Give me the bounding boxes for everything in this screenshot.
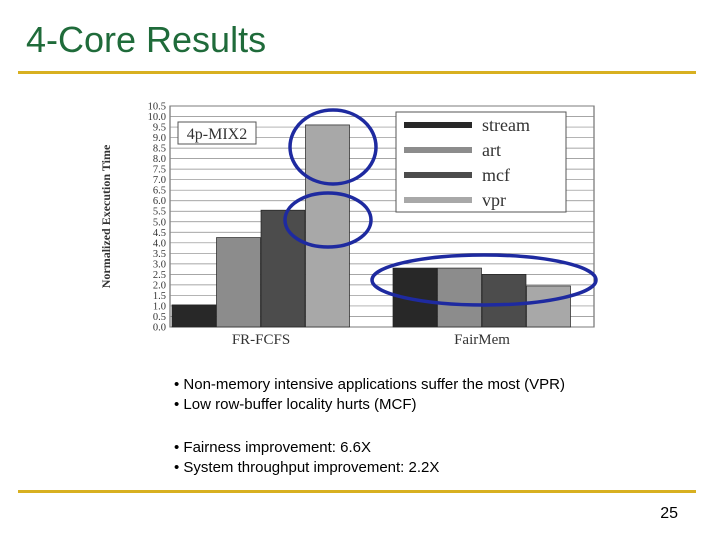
y-tick-label: 10.5	[148, 102, 166, 113]
highlight-ellipse-mcf	[283, 191, 373, 249]
bar-stream-fr-fcfs	[171, 304, 217, 328]
x-category-label: FR-FCFS	[232, 332, 290, 348]
y-tick-label: 4.0	[153, 238, 166, 249]
chart-title-box	[177, 121, 257, 145]
page-number: 25	[660, 505, 678, 522]
y-tick-label: 1.5	[153, 291, 166, 302]
chart-title: 4p-MIX2	[187, 126, 247, 143]
legend-swatch-stream	[404, 122, 472, 128]
y-tick-label: 8.0	[153, 154, 166, 165]
bar-vpr-fairmem	[526, 285, 571, 328]
y-tick-label: 0.5	[153, 312, 166, 323]
y-tick-label: 7.0	[153, 175, 166, 186]
bar-vpr-fr-fcfs	[305, 124, 350, 328]
execution-time-chart: 0.00.51.01.52.02.53.03.54.04.55.05.56.06…	[99, 102, 598, 348]
y-tick-label: 5.0	[153, 217, 166, 228]
y-tick-label: 9.5	[153, 123, 166, 134]
y-tick-label: 10.0	[148, 112, 166, 123]
y-tick-label: 2.0	[153, 280, 166, 291]
highlight-ellipse-vpr	[288, 108, 378, 186]
bullet-group-improvements: • Fairness improvement: 6.6X • System th…	[174, 438, 674, 478]
y-tick-label: 4.5	[153, 228, 166, 239]
y-tick-label: 2.5	[153, 270, 166, 281]
bar-mcf-fairmem	[481, 274, 527, 328]
x-category-label: FairMem	[454, 332, 510, 348]
y-tick-label: 1.0	[153, 301, 166, 312]
y-tick-label: 8.5	[153, 144, 166, 155]
highlight-ellipse-fairmem	[370, 253, 598, 307]
title-divider	[18, 71, 696, 74]
slide-title: 4-Core Results	[26, 19, 267, 60]
legend-swatch-mcf	[404, 172, 472, 178]
legend-box	[395, 111, 567, 213]
legend-label-stream: stream	[482, 115, 530, 135]
y-tick-label: 7.5	[153, 165, 166, 176]
legend-label-mcf: mcf	[482, 165, 510, 185]
y-tick-label: 3.5	[153, 249, 166, 260]
y-axis-label: Normalized Execution Time	[99, 144, 113, 288]
legend-label-art: art	[482, 140, 501, 160]
bullet-fairness: • Fairness improvement: 6.6X	[174, 439, 371, 456]
bar-art-fr-fcfs	[216, 237, 261, 328]
bullet-vpr: • Non-memory intensive applications suff…	[174, 376, 565, 393]
legend-label-vpr: vpr	[482, 190, 506, 210]
y-tick-label: 9.0	[153, 133, 166, 144]
bullet-throughput: • System throughput improvement: 2.2X	[174, 459, 440, 476]
bullet-group-findings: • Non-memory intensive applications suff…	[174, 375, 674, 415]
footer-divider	[18, 490, 696, 493]
y-tick-label: 6.5	[153, 186, 166, 197]
y-tick-label: 6.0	[153, 196, 166, 207]
y-tick-label: 5.5	[153, 207, 166, 218]
y-tick-label: 3.0	[153, 259, 166, 270]
bar-mcf-fr-fcfs	[260, 209, 306, 328]
bullet-mcf: • Low row-buffer locality hurts (MCF)	[174, 396, 417, 413]
legend-swatch-vpr	[404, 197, 472, 203]
bar-art-fairmem	[437, 267, 482, 328]
y-tick-label: 0.0	[153, 323, 166, 334]
legend-swatch-art	[404, 147, 472, 153]
